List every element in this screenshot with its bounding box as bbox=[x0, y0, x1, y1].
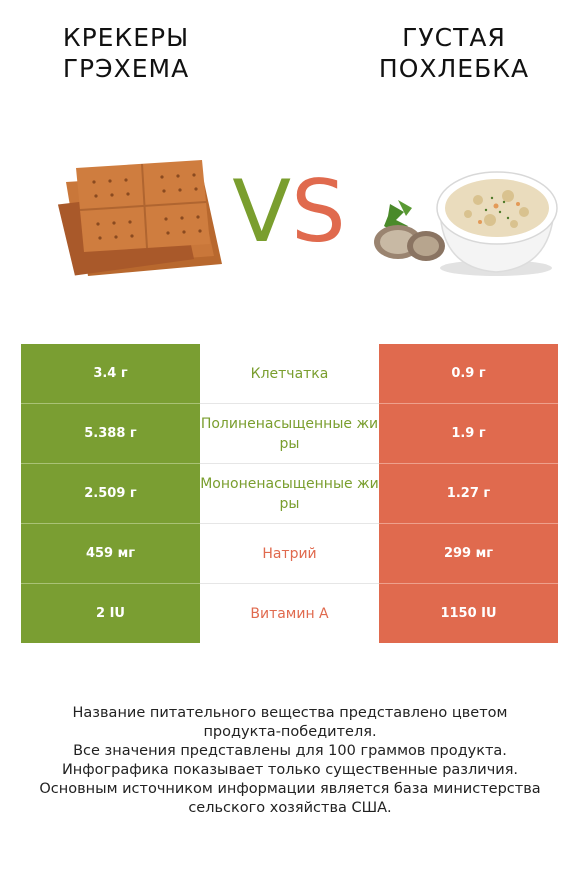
table-row: 2.509 г Мононенасыщенные жиры 1.27 г bbox=[21, 464, 558, 524]
right-value-cell: 1.27 г bbox=[379, 464, 558, 523]
nutrient-label: Витамин A bbox=[250, 605, 329, 622]
footnote-line: Инфографика показывает только существенн… bbox=[61, 762, 519, 778]
left-value-cell: 2 IU bbox=[21, 584, 200, 643]
table-row: 459 мг Натрий 299 мг bbox=[21, 524, 558, 584]
row-divider bbox=[200, 583, 379, 584]
left-value-cell: 2.509 г bbox=[21, 464, 200, 523]
nutrient-label: Натрий bbox=[262, 545, 317, 562]
row-divider bbox=[200, 403, 379, 404]
row-divider bbox=[21, 463, 200, 464]
left-value-cell: 5.388 г bbox=[21, 404, 200, 463]
left-food-title: КРЕКЕРЫ ГРЭХЕМА bbox=[16, 22, 236, 84]
vs-s-letter: S bbox=[291, 162, 346, 262]
clam-chowder-image bbox=[374, 171, 558, 276]
left-food-title-line1: КРЕКЕРЫ bbox=[62, 23, 190, 52]
nutrient-label: Полиненасыщенные жиры bbox=[200, 404, 379, 463]
right-value-cell: 299 мг bbox=[379, 524, 558, 583]
right-food-title-line1: ГУСТАЯ bbox=[402, 23, 506, 52]
right-value-cell: 1.9 г bbox=[379, 404, 558, 463]
nutrient-label: Мононенасыщенные жиры bbox=[200, 464, 379, 523]
right-value-cell: 1150 IU bbox=[379, 584, 558, 643]
footnote: Название питательного вещества представл… bbox=[20, 704, 560, 818]
row-divider bbox=[21, 403, 200, 404]
footnote-line: Основным источником информации является … bbox=[39, 781, 541, 797]
row-divider bbox=[379, 403, 558, 404]
row-divider bbox=[379, 463, 558, 464]
left-value-cell: 459 мг bbox=[21, 524, 200, 583]
row-divider bbox=[379, 583, 558, 584]
footnote-line: Все значения представлены для 100 граммо… bbox=[73, 743, 507, 759]
right-value-cell: 0.9 г bbox=[379, 344, 558, 403]
right-food-title-line2: ПОХЛЕБКА bbox=[378, 54, 530, 83]
vs-label: VS bbox=[224, 162, 354, 262]
footnote-line: сельского хозяйства США. bbox=[188, 800, 392, 816]
row-divider bbox=[21, 523, 200, 524]
left-food-title-line2: ГРЭХЕМА bbox=[62, 54, 190, 83]
footnote-line: Название питательного вещества представл… bbox=[72, 705, 508, 721]
table-row: 2 IU Витамин A 1150 IU bbox=[21, 584, 558, 643]
nutrient-label: Клетчатка bbox=[250, 365, 329, 382]
vs-v-letter: V bbox=[232, 162, 292, 262]
table-row: 3.4 г Клетчатка 0.9 г bbox=[21, 344, 558, 404]
row-divider bbox=[200, 523, 379, 524]
nutrient-label-text: Полиненасыщенные жиры bbox=[200, 415, 379, 452]
left-value-cell: 3.4 г bbox=[21, 344, 200, 403]
nutrient-label-text: Мононенасыщенные жиры bbox=[200, 475, 379, 512]
row-divider bbox=[379, 523, 558, 524]
table-row: 5.388 г Полиненасыщенные жиры 1.9 г bbox=[21, 404, 558, 464]
row-divider bbox=[21, 583, 200, 584]
footnote-line: продукта-победителя. bbox=[203, 724, 377, 740]
row-divider bbox=[200, 463, 379, 464]
right-food-title: ГУСТАЯ ПОХЛЕБКА bbox=[344, 22, 564, 84]
graham-crackers-image bbox=[57, 160, 222, 276]
